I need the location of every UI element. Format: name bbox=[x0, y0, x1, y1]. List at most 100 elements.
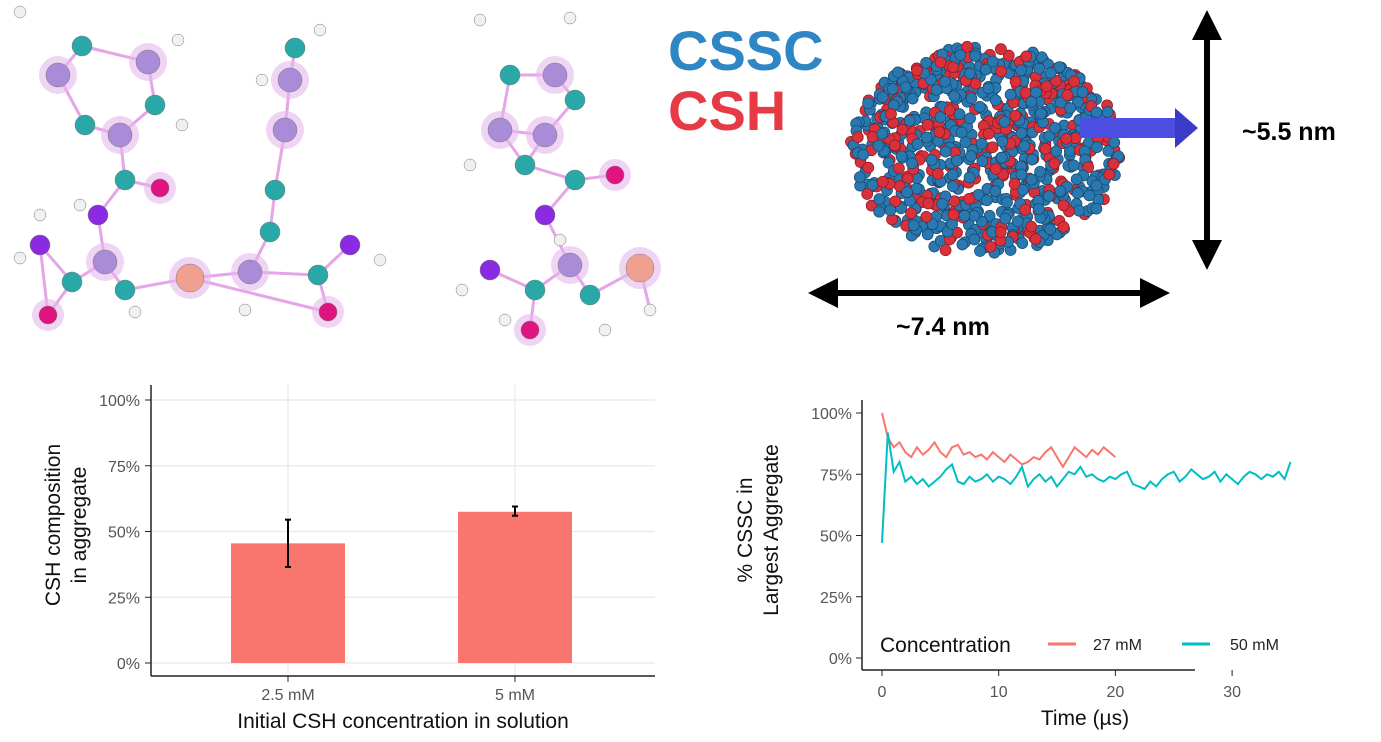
atom bbox=[605, 165, 625, 185]
atom bbox=[1008, 178, 1021, 190]
width-label: ~7.4 nm bbox=[896, 313, 990, 341]
atom bbox=[925, 154, 938, 166]
atom bbox=[563, 11, 577, 25]
atom bbox=[939, 244, 952, 257]
atom bbox=[989, 185, 1002, 197]
atom bbox=[1107, 158, 1120, 170]
atom bbox=[958, 209, 971, 222]
atom bbox=[1057, 221, 1070, 233]
atom bbox=[930, 84, 943, 96]
atom bbox=[238, 303, 252, 317]
atom bbox=[901, 186, 913, 199]
atom bbox=[1042, 190, 1055, 202]
atom bbox=[934, 56, 947, 69]
atom bbox=[986, 55, 999, 68]
atom bbox=[995, 43, 1007, 55]
atom bbox=[514, 154, 536, 176]
atom bbox=[564, 169, 586, 191]
atom bbox=[1034, 165, 1046, 178]
atom bbox=[1033, 203, 1045, 215]
atom bbox=[1015, 168, 1028, 181]
atom bbox=[74, 114, 96, 136]
atom bbox=[135, 49, 161, 75]
atom bbox=[557, 252, 583, 278]
atom bbox=[33, 208, 47, 222]
line-y-title-2: Largest Aggregate bbox=[760, 444, 783, 616]
atom bbox=[1011, 215, 1024, 228]
atom bbox=[974, 245, 986, 257]
series-line-50mm bbox=[881, 432, 1292, 543]
atom bbox=[995, 151, 1008, 164]
width-arrow bbox=[808, 278, 1170, 308]
atom bbox=[939, 145, 952, 158]
atom bbox=[921, 119, 934, 131]
cssc-label: CSSC bbox=[668, 19, 824, 82]
y-tick-label: 100% bbox=[99, 393, 140, 410]
atom bbox=[1040, 80, 1053, 93]
atom bbox=[1035, 107, 1047, 120]
height-label: ~5.5 nm bbox=[1242, 118, 1336, 146]
line-y-title-1: % CSSC in bbox=[734, 477, 757, 582]
atom bbox=[876, 127, 889, 140]
atom bbox=[968, 233, 981, 246]
atom bbox=[989, 163, 1002, 175]
atom bbox=[1073, 204, 1085, 217]
atom bbox=[920, 56, 932, 69]
atom bbox=[888, 139, 901, 152]
bar-chart: 0% 25% 50% 75% 100% 2.5 mM 5 mM CSH compositi… bbox=[42, 385, 655, 733]
atom bbox=[13, 5, 27, 19]
atom bbox=[947, 61, 959, 74]
x-tick-label: 5 mM bbox=[495, 687, 535, 704]
y-tick-label: 100% bbox=[811, 406, 852, 423]
atom bbox=[1009, 75, 1022, 88]
atom bbox=[272, 117, 298, 143]
atom bbox=[975, 137, 988, 150]
atom bbox=[1064, 102, 1077, 114]
atom bbox=[884, 204, 897, 217]
atom bbox=[885, 108, 897, 120]
y-tick-label: 75% bbox=[108, 459, 140, 476]
atom bbox=[1020, 50, 1033, 63]
legend-label-27mm: 27 mM bbox=[1093, 637, 1142, 654]
atom bbox=[1091, 141, 1103, 153]
atom bbox=[934, 111, 947, 123]
x-tick-label: 2.5 mM bbox=[261, 687, 314, 704]
atom bbox=[1033, 62, 1045, 75]
atom bbox=[994, 226, 1007, 238]
atom bbox=[1102, 145, 1115, 157]
x-tick-label: 30 bbox=[1223, 684, 1241, 701]
atom bbox=[920, 131, 933, 144]
atom bbox=[965, 150, 977, 162]
atom bbox=[893, 162, 905, 175]
atom bbox=[948, 90, 961, 103]
atom bbox=[38, 305, 58, 325]
atom bbox=[1070, 173, 1083, 186]
atom bbox=[1067, 159, 1080, 172]
atom bbox=[996, 135, 1009, 148]
atom bbox=[973, 101, 986, 113]
atom bbox=[553, 233, 567, 247]
atom bbox=[911, 138, 924, 150]
y-tick-label: 0% bbox=[829, 651, 852, 668]
atom bbox=[979, 63, 992, 76]
series-line-27mm bbox=[881, 412, 1117, 469]
atom bbox=[498, 313, 512, 327]
legend-title: Concentration bbox=[880, 634, 1011, 657]
atom bbox=[998, 115, 1011, 128]
y-tick-label: 50% bbox=[820, 529, 852, 546]
atom bbox=[956, 238, 969, 251]
x-tick-label: 10 bbox=[990, 684, 1008, 701]
atom bbox=[861, 188, 874, 200]
atom bbox=[862, 161, 875, 174]
atom bbox=[1090, 179, 1103, 192]
atom bbox=[1061, 89, 1074, 101]
atom bbox=[114, 169, 136, 191]
atom bbox=[853, 171, 866, 184]
atom bbox=[873, 205, 886, 218]
y-tick-label: 25% bbox=[820, 590, 852, 607]
atom bbox=[479, 259, 501, 281]
atom bbox=[473, 13, 487, 27]
atom bbox=[1029, 233, 1042, 245]
atom bbox=[895, 150, 908, 163]
